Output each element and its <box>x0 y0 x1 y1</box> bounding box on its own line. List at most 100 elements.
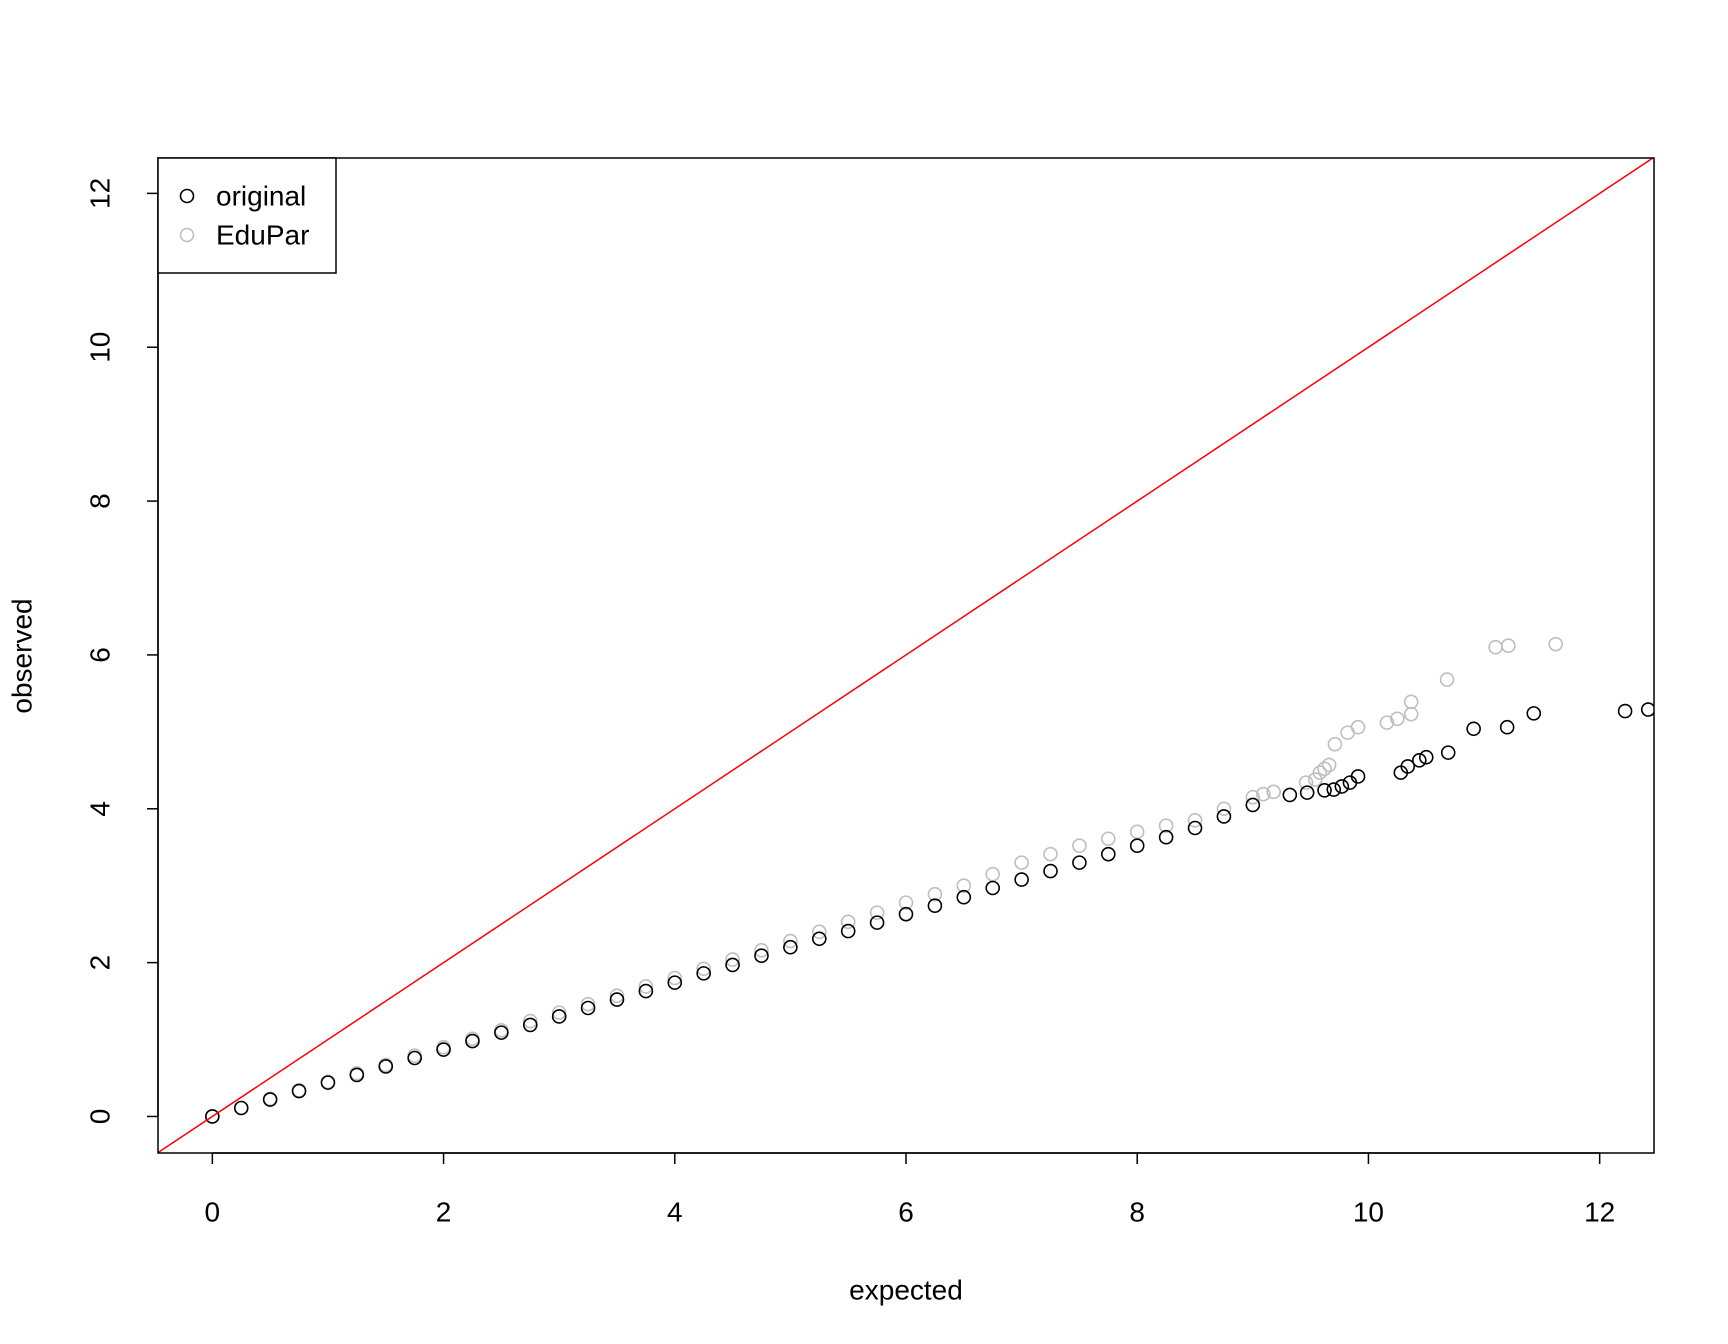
point <box>1350 719 1366 735</box>
point <box>1326 782 1342 797</box>
point <box>1101 831 1116 847</box>
point <box>1501 638 1516 653</box>
point <box>1298 775 1314 790</box>
point <box>494 1025 509 1040</box>
point <box>436 1042 451 1057</box>
x-tick-label: 2 <box>436 1196 452 1227</box>
point <box>551 1005 567 1020</box>
point <box>1334 779 1350 794</box>
point <box>233 1100 249 1116</box>
point <box>840 914 856 930</box>
point <box>320 1075 336 1090</box>
point <box>1255 786 1271 802</box>
x-tick-label: 12 <box>1584 1196 1615 1227</box>
x-tick-label: 6 <box>898 1196 914 1227</box>
point <box>378 1059 394 1074</box>
point <box>1403 694 1419 710</box>
y-tick-label: 0 <box>84 1109 115 1125</box>
point <box>667 975 683 990</box>
point <box>1129 824 1145 840</box>
point <box>580 1000 596 1016</box>
point <box>1299 785 1315 800</box>
point <box>840 923 856 939</box>
point <box>1350 769 1366 784</box>
point <box>522 1017 538 1033</box>
legend-label: EduPar <box>216 219 309 250</box>
point <box>1072 855 1087 870</box>
y-tick-label: 4 <box>84 801 115 817</box>
point <box>1418 749 1434 765</box>
point <box>1440 745 1456 760</box>
point <box>638 983 654 999</box>
point <box>927 898 943 913</box>
point <box>1072 838 1087 853</box>
point <box>667 970 683 986</box>
point <box>1282 787 1298 803</box>
point <box>1526 706 1542 721</box>
point <box>1187 820 1203 836</box>
point <box>783 939 798 955</box>
point <box>869 905 885 920</box>
point <box>1101 846 1116 862</box>
y-tick-label: 10 <box>84 332 115 363</box>
point <box>725 952 740 967</box>
point <box>609 988 625 1003</box>
point <box>1043 846 1058 862</box>
point <box>1499 719 1515 735</box>
point <box>291 1083 307 1099</box>
point <box>696 961 711 977</box>
point <box>1158 829 1174 845</box>
x-tick-label: 4 <box>667 1196 683 1227</box>
legend-label: original <box>216 180 306 211</box>
point <box>349 1067 365 1083</box>
point <box>1327 736 1343 752</box>
point <box>1216 809 1232 824</box>
point <box>696 966 711 981</box>
point <box>956 889 972 905</box>
point <box>985 866 1001 882</box>
plot-area <box>158 158 1654 1153</box>
x-tick-label: 8 <box>1129 1196 1145 1227</box>
y-tick-label: 2 <box>84 955 115 971</box>
point <box>609 992 625 1007</box>
x-tick-label: 0 <box>205 1196 221 1227</box>
point <box>754 948 769 963</box>
point <box>1321 757 1337 773</box>
y-tick-label: 6 <box>84 647 115 663</box>
point <box>1317 761 1332 777</box>
x-axis-label: expected <box>849 1274 963 1305</box>
point <box>1216 801 1232 817</box>
point <box>1043 863 1058 879</box>
point <box>1379 715 1395 730</box>
point <box>754 943 769 958</box>
legend: original EduPar <box>157 157 337 274</box>
point <box>898 895 914 910</box>
point <box>725 957 740 973</box>
x-tick-label: 10 <box>1353 1196 1384 1227</box>
point <box>522 1013 538 1029</box>
point <box>1129 838 1145 853</box>
point <box>407 1050 422 1066</box>
point <box>1266 784 1281 800</box>
point <box>811 931 827 947</box>
point <box>262 1092 278 1107</box>
point <box>956 878 972 893</box>
point <box>898 906 914 922</box>
point <box>1245 797 1261 813</box>
point <box>1640 702 1654 717</box>
point <box>638 979 654 994</box>
legend-symbol <box>179 188 195 204</box>
y-tick-label: 12 <box>84 178 115 209</box>
point <box>1466 721 1481 737</box>
reference-line <box>158 158 1654 1153</box>
point <box>1014 872 1029 887</box>
point <box>1617 703 1633 719</box>
point <box>551 1009 567 1024</box>
legend-symbol <box>179 227 195 243</box>
point <box>811 924 827 940</box>
point <box>465 1033 480 1049</box>
point <box>985 880 1001 896</box>
point <box>1317 783 1332 798</box>
point <box>205 1109 220 1124</box>
